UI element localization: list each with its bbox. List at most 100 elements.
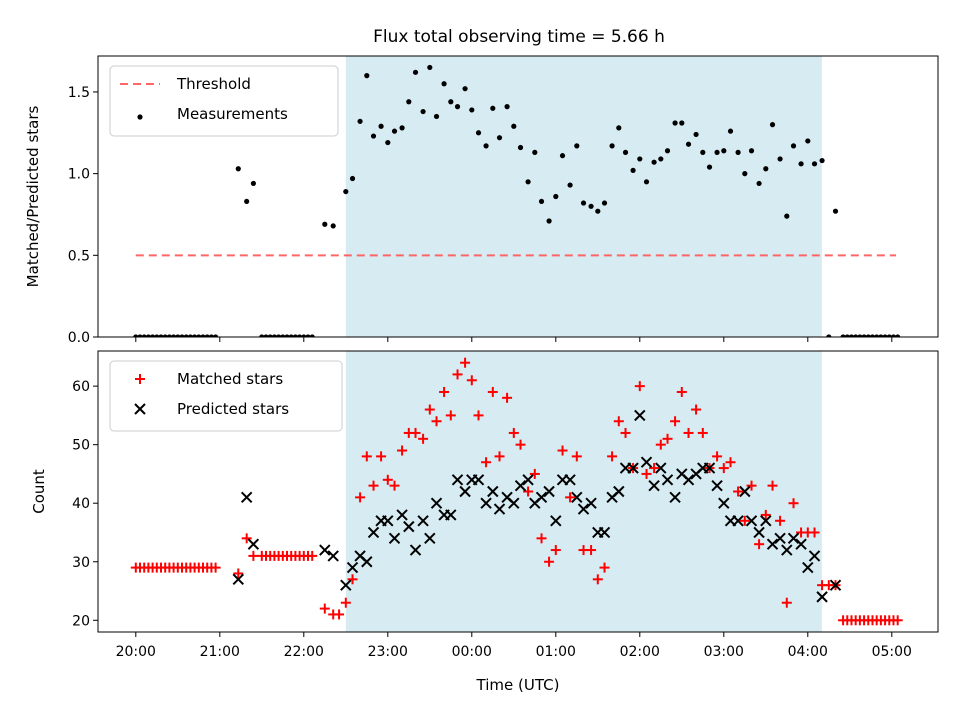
predicted-point xyxy=(745,515,758,527)
measurement-point xyxy=(553,193,559,200)
measurement-point xyxy=(844,334,850,337)
predicted-point xyxy=(487,485,499,498)
measurement-point xyxy=(853,334,859,337)
observing-window-shade xyxy=(345,351,822,632)
predicted-point xyxy=(627,462,639,474)
predicted-point xyxy=(613,485,625,498)
legend-label: Threshold xyxy=(176,75,251,93)
matched-point xyxy=(241,533,252,544)
measurement-point xyxy=(259,334,265,337)
matched-point xyxy=(515,439,526,450)
measurement-point xyxy=(643,179,650,185)
matched-point xyxy=(641,468,652,479)
measurement-point xyxy=(869,334,876,337)
predicted-point xyxy=(682,474,695,486)
measurement-point xyxy=(162,334,168,337)
predicted-point xyxy=(367,526,380,539)
measurement-point xyxy=(271,334,277,337)
matched-point xyxy=(739,515,750,526)
legend: Matched stars Predicted stars xyxy=(109,360,343,432)
measurement-point xyxy=(777,156,783,162)
measurement-point xyxy=(297,334,303,337)
y-tick-label: 1.0 xyxy=(68,167,90,183)
matched-point xyxy=(445,410,456,421)
predicted-point xyxy=(711,479,723,492)
legend-label: Predicted stars xyxy=(177,400,289,418)
measurement-point xyxy=(874,334,880,337)
measurement-point xyxy=(483,143,489,149)
predicted-point xyxy=(655,462,667,474)
measurement-point xyxy=(504,104,510,110)
measurement-point xyxy=(276,334,282,337)
matched-point xyxy=(655,439,666,450)
measurement-point xyxy=(811,161,818,167)
matched-point xyxy=(691,404,702,415)
matched-point xyxy=(439,386,450,397)
x-axis-label: Time (UTC) xyxy=(476,676,560,694)
predicted-point xyxy=(808,550,821,562)
matched-point xyxy=(389,480,400,491)
measurement-point xyxy=(196,334,202,337)
predicted-point xyxy=(409,544,422,556)
measurement-point xyxy=(385,139,391,146)
measurement-point xyxy=(685,141,692,147)
plot-area xyxy=(133,64,901,337)
measurement-point xyxy=(406,99,412,105)
matched-point xyxy=(788,498,799,509)
legend-predicted-swatch xyxy=(134,403,146,415)
measurement-point xyxy=(370,133,377,139)
measurement-point xyxy=(798,161,804,167)
legend-measurement-swatch xyxy=(137,114,143,120)
predicted-point xyxy=(424,532,436,545)
predicted-point xyxy=(640,456,653,468)
measurement-point xyxy=(213,334,219,337)
measurement-point xyxy=(769,122,776,128)
measurement-point xyxy=(784,213,790,219)
predicted-point xyxy=(403,520,415,533)
measurement-point xyxy=(658,156,664,162)
predicted-point xyxy=(388,532,401,545)
matched-point xyxy=(508,427,519,438)
measurement-point xyxy=(349,175,356,182)
predicted-point xyxy=(774,532,786,545)
matched-point xyxy=(662,433,673,444)
measurement-point xyxy=(469,107,475,113)
predicted-point xyxy=(445,509,457,521)
measurement-point xyxy=(559,153,566,159)
matched-point xyxy=(586,545,597,556)
y-tick-label: 1.5 xyxy=(68,85,90,101)
measurement-point xyxy=(141,334,147,337)
measurement-point xyxy=(588,203,594,209)
matched-point xyxy=(781,597,792,608)
bottom-panel: 20 30 40 50 60 20:00 21:00 22:00 23:00 00:00 01:00… xyxy=(30,350,939,694)
measurement-point xyxy=(250,180,256,187)
matched-point xyxy=(307,550,318,561)
measurement-point xyxy=(895,334,901,337)
series-measurements xyxy=(133,64,901,337)
measurement-point xyxy=(567,182,573,188)
y-axis-label: Count xyxy=(30,469,48,514)
matched-point xyxy=(733,486,744,497)
measurement-point xyxy=(235,166,241,172)
matched-point xyxy=(754,539,765,550)
x-tick-label: 22:00 xyxy=(284,644,324,660)
matched-point xyxy=(607,451,618,462)
matched-point xyxy=(248,550,259,561)
legend-label: Matched stars xyxy=(177,370,283,388)
predicted-point xyxy=(648,479,660,492)
x-tick-label: 04:00 xyxy=(788,644,828,660)
predicted-point xyxy=(661,474,674,486)
matched-point xyxy=(397,445,408,456)
x-tick-label: 23:00 xyxy=(368,644,408,660)
measurement-point xyxy=(857,334,863,337)
predicted-point xyxy=(451,474,464,486)
measurement-point xyxy=(525,179,531,185)
matched-point xyxy=(347,574,358,585)
matched-point xyxy=(340,597,351,608)
matched-point xyxy=(760,509,771,520)
axes-frame xyxy=(97,55,939,338)
measurement-point xyxy=(790,143,797,149)
matched-point xyxy=(634,381,645,392)
measurement-point xyxy=(284,334,290,337)
predicted-point xyxy=(327,550,339,562)
